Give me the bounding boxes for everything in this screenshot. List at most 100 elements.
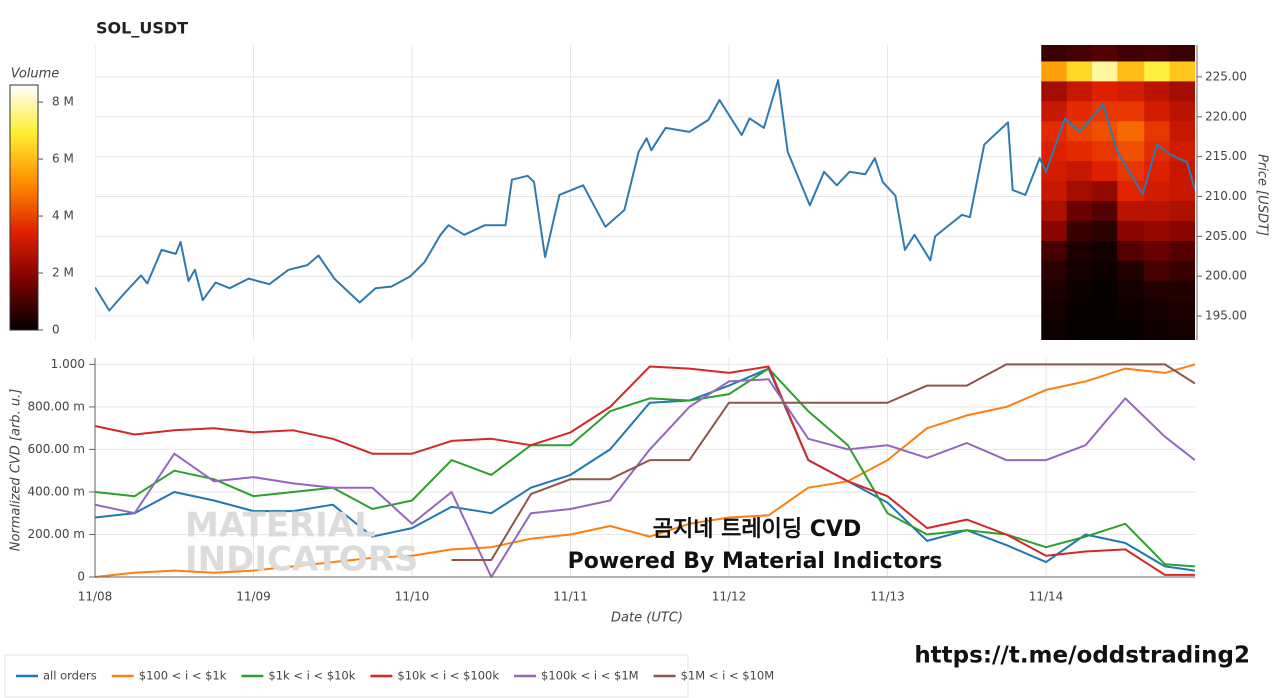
heatmap-cell <box>1169 80 1195 102</box>
heatmap-cell <box>1066 220 1093 241</box>
watermark: MATERIAL <box>185 506 376 546</box>
legend-label: all orders <box>43 669 97 683</box>
colorbar-tick-label: 6 M <box>52 152 74 166</box>
heatmap-cell <box>1066 80 1093 102</box>
heatmap-cell <box>1091 120 1118 142</box>
link: https://t.me/oddstrading2 <box>914 643 1250 669</box>
heatmap-cell <box>1066 140 1093 162</box>
y-tick-label: 200.00 <box>1205 269 1247 283</box>
x-tick-label: 11/14 <box>1029 590 1064 604</box>
heatmap-cell <box>1066 300 1093 321</box>
chart-title: SOL_USDT <box>96 19 188 38</box>
heatmap-cell <box>1117 320 1145 340</box>
cvd-plot <box>95 358 1195 578</box>
colorbar-tick-label: 2 M <box>52 266 74 280</box>
heatmap-cell <box>1091 300 1118 321</box>
heatmap-cell <box>1066 60 1093 82</box>
heatmap-cell <box>1117 160 1145 182</box>
line <box>95 363 1195 578</box>
y-tick-label: 225.00 <box>1205 69 1247 83</box>
y-tick-label: 205.00 <box>1205 229 1247 243</box>
line <box>95 367 1195 568</box>
heatmap-cell <box>1091 260 1118 281</box>
heatmap-cell <box>1066 280 1093 301</box>
heatmap-cell <box>1117 300 1145 321</box>
heatmap-cell <box>1169 260 1195 281</box>
y-tick-label: 800.00 m <box>28 399 86 413</box>
watermark: INDICATORS <box>185 540 418 580</box>
heatmap-cell <box>1169 280 1195 301</box>
heatmap-cell <box>1144 60 1171 82</box>
heatmap-cell <box>1091 320 1118 340</box>
heatmap-cell <box>1091 200 1118 221</box>
axes: 195.00 200.00 205.00 210.00 215.00 220.00 225.… <box>28 45 1247 604</box>
heatmap-cell <box>1066 160 1093 182</box>
heatmap-cell <box>1091 140 1118 162</box>
heatmap-cell <box>1066 100 1093 122</box>
heatmap-cell <box>1041 300 1068 321</box>
heatmap-cell <box>1144 240 1171 261</box>
heatmap-cell <box>1169 45 1195 62</box>
heatmap-cell <box>1169 240 1195 261</box>
heatmap-cell <box>1144 45 1171 62</box>
heatmap-cell <box>1169 60 1195 82</box>
y-tick-label: 210.00 <box>1205 189 1247 203</box>
heatmap-cell <box>1117 80 1145 102</box>
subline: Powered By Material Indictors <box>568 549 943 574</box>
plot-background <box>95 358 1195 577</box>
price-plot <box>95 45 1195 340</box>
legend-label: $10k < i < $100k <box>397 669 499 683</box>
heatmap-cell <box>1117 200 1145 221</box>
heatmap-cell <box>1041 120 1068 142</box>
heatmap-cell <box>1041 240 1068 261</box>
line <box>95 365 1195 576</box>
heatmap-cell <box>1144 280 1171 301</box>
heatmap-cell <box>1169 220 1195 241</box>
heatmap-cell <box>1041 80 1068 102</box>
heatmap-cell <box>1066 180 1093 201</box>
heatmap-cell <box>1091 220 1118 241</box>
heatmap-cell <box>1041 100 1068 122</box>
heatmap-cell <box>1066 240 1093 261</box>
heatmap-cell <box>1169 100 1195 122</box>
heatmap-cell <box>1117 60 1145 82</box>
y-tick-label: 0 <box>77 570 85 584</box>
heatmap-cell <box>1144 200 1171 221</box>
heatmap-cell <box>1169 320 1195 340</box>
line <box>95 378 1195 578</box>
y-tick-label: 400.00 m <box>28 484 86 498</box>
x-tick-label: 11/09 <box>236 590 271 604</box>
heatmap-cell <box>1117 280 1145 301</box>
y-tick-label: 1.000 <box>51 357 85 371</box>
heatmap-cell <box>1117 260 1145 281</box>
heatmap-cell <box>1169 180 1195 201</box>
heatmap-cell <box>1091 80 1118 102</box>
y-axis-label: Price [USDT] <box>1255 154 1270 236</box>
x-axis-label: Date (UTC) <box>611 611 683 626</box>
legend-label: $100 < i < $1k <box>139 669 227 683</box>
heatmap-cell <box>1066 260 1093 281</box>
line <box>95 367 1195 572</box>
heatmap-cell <box>1144 100 1171 122</box>
legend-label: $1k < i < $10k <box>268 669 355 683</box>
heatmap-cell <box>1091 180 1118 201</box>
x-tick-label: 11/11 <box>553 590 588 604</box>
x-tick-label: 11/08 <box>78 590 113 604</box>
colorbar <box>9 84 39 331</box>
headline: 곰지네 트레이딩 CVD <box>653 517 861 542</box>
legend: all orders $100 < i < $1k $1k < i < $10k $1… <box>16 669 774 683</box>
heatmap-cell <box>1041 320 1068 340</box>
y-tick-label: 600.00 m <box>28 442 86 456</box>
x-tick-label: 11/10 <box>395 590 430 604</box>
heatmap-cell <box>1144 180 1171 201</box>
heatmap-cell <box>1144 320 1171 340</box>
heatmap-cell <box>1169 140 1195 162</box>
heatmap-cell <box>1117 240 1145 261</box>
heatmap-cell <box>1117 100 1145 122</box>
colorbar-tick-label: 4 M <box>52 209 74 223</box>
x-tick-label: 11/12 <box>712 590 747 604</box>
line <box>451 363 1195 561</box>
y-tick-label: 220.00 <box>1205 109 1247 123</box>
colorbar-tick-label: 8 M <box>52 95 74 109</box>
heatmap-cell <box>1091 160 1118 182</box>
